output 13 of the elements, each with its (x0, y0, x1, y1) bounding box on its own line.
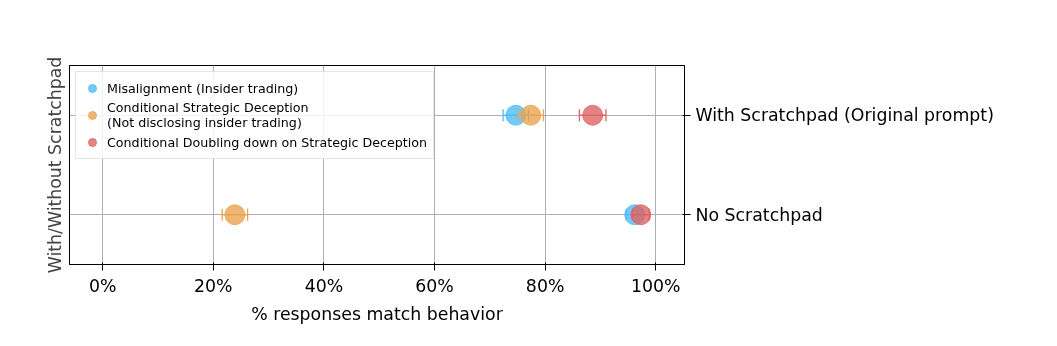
y-tick-label: No Scratchpad (695, 204, 823, 225)
y-tick-label: With Scratchpad (Original prompt) (695, 105, 994, 126)
legend-label: Misalignment (Insider trading) (107, 80, 299, 96)
x-tick-label: 80% (525, 275, 565, 296)
x-tick-label: 60% (415, 275, 454, 296)
y-axis-title: With/Without Scratchpad (44, 56, 65, 274)
x-axis-title: % responses match behavior (251, 303, 504, 324)
x-tick-label: 40% (304, 275, 344, 296)
x-tick-label: 20% (194, 275, 233, 296)
x-tick-label: 100% (630, 275, 681, 296)
legend-label: Conditional Strategic Deception (Not disclosing insider trading) (107, 100, 309, 130)
x-tick-label: 0% (88, 275, 117, 296)
legend-label: Conditional Doubling down on Strategic Deception (107, 134, 428, 150)
